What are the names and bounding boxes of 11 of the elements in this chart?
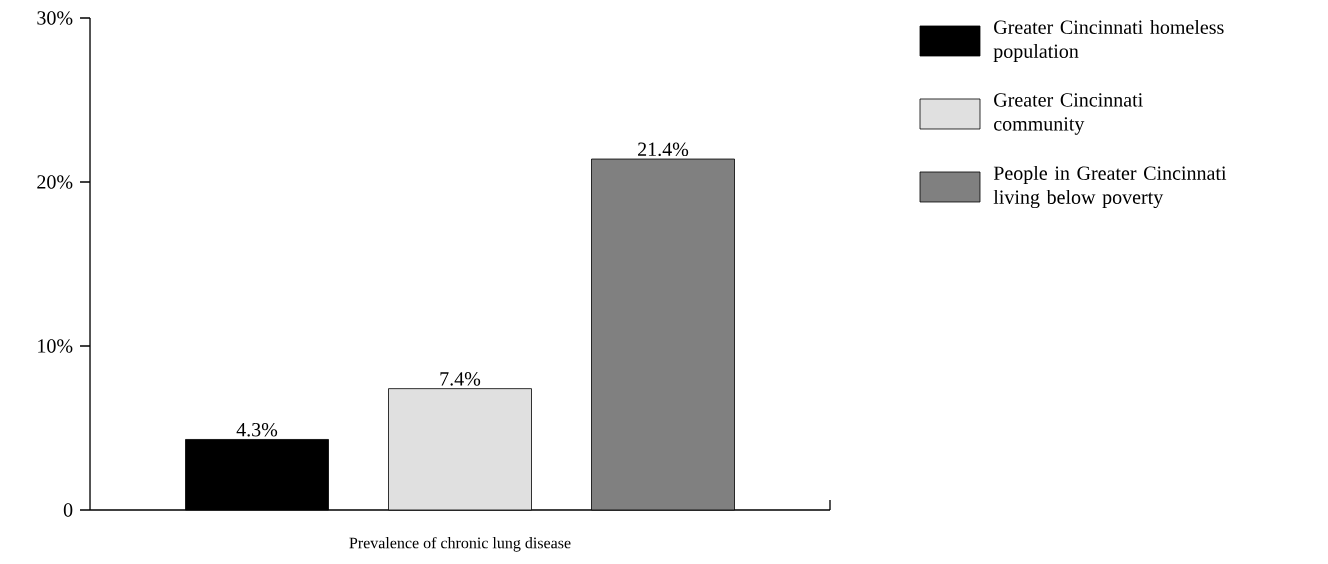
y-tick-label: 0 bbox=[63, 503, 73, 517]
y-tick-label: 30% bbox=[37, 11, 73, 25]
data-label: 4.3% bbox=[236, 422, 278, 437]
y-tick-label: 20% bbox=[37, 175, 73, 189]
legend-label: Greater Cincinnati community bbox=[994, 93, 1143, 135]
legend-label: People in Greater Cincinnati living below poverty bbox=[993, 165, 1227, 209]
data-label: 21.4% bbox=[638, 142, 689, 157]
y-tick-label: 10% bbox=[38, 339, 73, 353]
legend-label: Greater Cincinnati homeless population bbox=[993, 19, 1224, 63]
data-label: 7.4% bbox=[440, 372, 481, 386]
x-tick-label: Prevalence of chronic lung disease bbox=[349, 536, 571, 552]
